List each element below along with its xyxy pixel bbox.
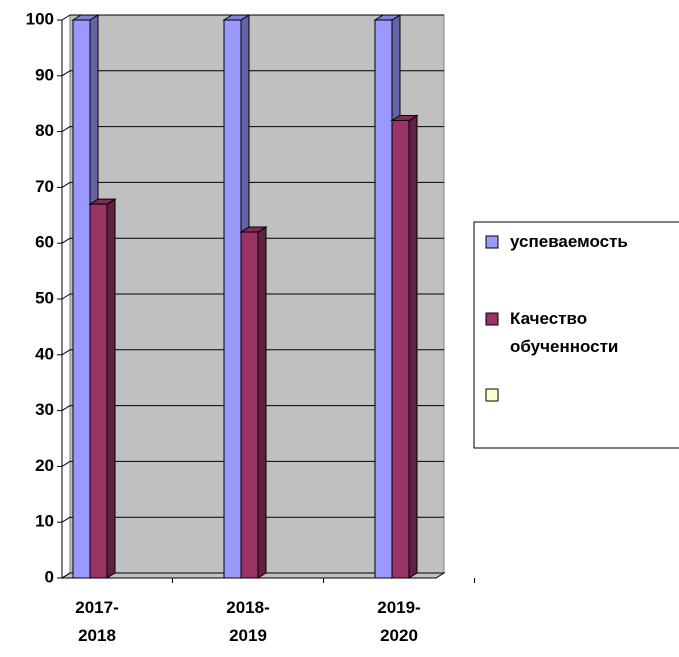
legend-swatch bbox=[485, 235, 499, 249]
grid-line-side bbox=[61, 516, 71, 523]
bar-side bbox=[257, 226, 267, 579]
y-tick-label: 70 bbox=[35, 177, 54, 196]
grid-line-side bbox=[61, 293, 71, 300]
bar bbox=[391, 119, 410, 579]
y-tick-label: 100 bbox=[26, 9, 54, 28]
grid-line-side bbox=[61, 237, 71, 244]
x-tick-label: 2018-2019 bbox=[226, 598, 270, 645]
bar-side bbox=[408, 114, 418, 579]
x-tick-label: 2019-2020 bbox=[377, 598, 421, 645]
legend-swatch bbox=[485, 312, 499, 326]
y-tick-label: 40 bbox=[35, 344, 54, 363]
bar bbox=[223, 19, 242, 579]
y-tick-label: 50 bbox=[35, 288, 54, 307]
grid-line-side bbox=[61, 70, 71, 77]
bar bbox=[240, 231, 259, 579]
legend-box bbox=[473, 221, 679, 449]
y-tick-label: 30 bbox=[35, 400, 54, 419]
y-tick-label: 60 bbox=[35, 233, 54, 252]
y-tick-label: 10 bbox=[35, 512, 54, 531]
bar bbox=[72, 19, 91, 579]
grid-line-side bbox=[61, 349, 71, 356]
y-tick-label: 90 bbox=[35, 65, 54, 84]
legend-label: успеваемость bbox=[510, 232, 628, 251]
y-tick-label: 0 bbox=[45, 567, 54, 586]
grid-line-side bbox=[61, 405, 71, 412]
grid-line-side bbox=[61, 572, 71, 579]
legend-swatch bbox=[485, 388, 499, 402]
legend-label: Качество обученности bbox=[510, 309, 619, 356]
grid-line-side bbox=[61, 126, 71, 133]
x-tick-label: 2017-2018 bbox=[75, 598, 119, 645]
grid-line-side bbox=[61, 181, 71, 188]
bar bbox=[89, 203, 108, 579]
grid-line-side bbox=[61, 14, 71, 21]
bar-side bbox=[106, 198, 116, 579]
y-tick-label: 20 bbox=[35, 456, 54, 475]
y-tick-label: 80 bbox=[35, 121, 54, 140]
grid-line-side bbox=[61, 460, 71, 467]
bar bbox=[374, 19, 393, 579]
